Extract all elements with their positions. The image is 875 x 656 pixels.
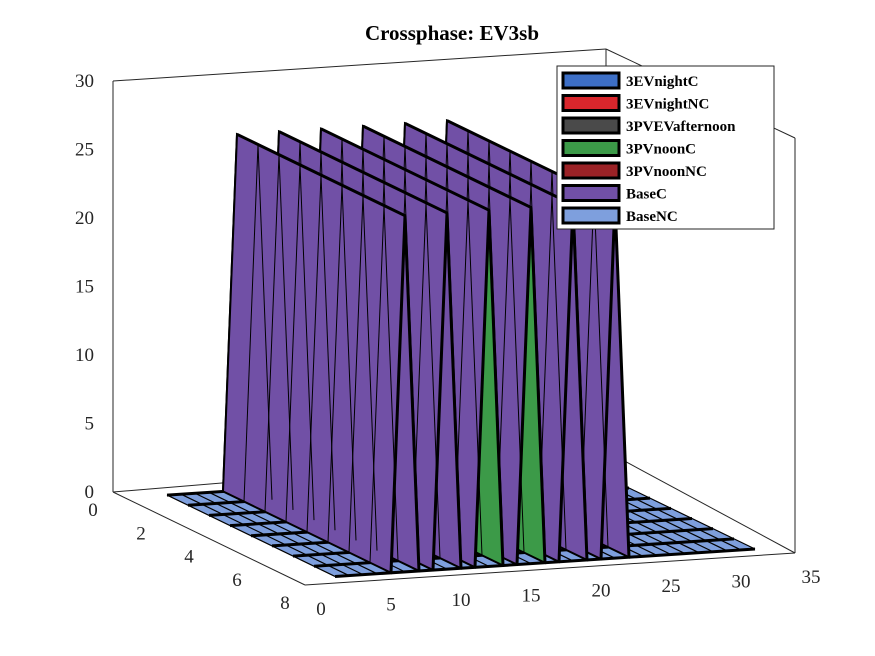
z-tick-label: 15: [75, 277, 94, 298]
x-tick-label: 35: [802, 567, 821, 588]
peak-front-edge: [571, 204, 589, 561]
floor-gridline: [180, 493, 350, 577]
legend: 3EVnightC 3EVnightNC 3PVEVafternoon 3PVnoon…: [556, 65, 775, 230]
chart-title: Crossphase: EV3sb: [365, 21, 539, 45]
legend-label: 3PVEVafternoon: [626, 119, 736, 135]
peak-mesh-line: [320, 174, 336, 531]
legend-label: 3EVnightC: [626, 74, 699, 90]
peak-front-edge: [529, 207, 547, 563]
x-tick-label: 15: [522, 585, 541, 606]
peak-ridge: [236, 132, 406, 218]
peak-ridge: [320, 127, 490, 212]
y-tick-label: 8: [280, 593, 290, 614]
peak-ridge: [362, 124, 532, 209]
y-tick-label: 6: [232, 570, 242, 591]
x-tick-label: 0: [316, 599, 326, 620]
legend-swatch: [561, 184, 621, 202]
z-tick-label: 30: [75, 71, 94, 92]
peak-mesh-line: [369, 205, 385, 563]
peak-mesh-line: [327, 185, 343, 543]
peak-mesh-line: [593, 191, 609, 548]
peak-front-edge: [487, 210, 505, 566]
peak-mesh-line: [299, 164, 315, 521]
x-tick-label: 25: [662, 576, 681, 597]
peak-front-edge: [403, 215, 421, 572]
peak-mesh-line: [264, 154, 280, 512]
peak-mesh-line: [257, 144, 273, 500]
x-tick-label: 20: [592, 581, 611, 602]
legend-label: 3PVnoonC: [626, 142, 696, 158]
peak-front-edge: [431, 212, 449, 571]
tick-labels: 0 5 10 15 20 25 30 0 5 10 15 20 25 30 35 0 2 4 6 8: [75, 71, 821, 620]
peak-ridge: [278, 130, 448, 215]
peak-front-edge: [515, 207, 533, 565]
z-tick-label: 25: [75, 140, 94, 161]
peak-ridge: [404, 121, 574, 207]
peak-mesh-line: [383, 205, 399, 561]
peak-mesh-line: [306, 174, 322, 533]
peak-mesh-line: [425, 202, 441, 559]
legend-swatch: [561, 71, 621, 90]
peak-mesh-line: [509, 197, 525, 553]
peak-mesh-line: [278, 154, 294, 510]
legend-label: BaseNC: [626, 209, 678, 225]
peak-front-edge: [445, 212, 463, 569]
legend-swatch: [561, 161, 621, 180]
peak-front-edge: [599, 201, 617, 560]
peak-mesh-line: [348, 195, 364, 553]
z-tick-label: 20: [75, 208, 94, 229]
legend-swatch: [561, 116, 621, 135]
peak-front-edge: [613, 201, 631, 558]
y-tick-label: 0: [88, 500, 98, 521]
peak-mesh-line: [551, 194, 567, 550]
floor-gridline: [208, 491, 378, 575]
x-tick-label: 10: [452, 590, 471, 611]
legend-label: 3PVnoonNC: [626, 164, 707, 180]
peak-mesh-line: [243, 144, 259, 502]
z-tick-label: 10: [75, 345, 94, 366]
peak-mesh-line: [362, 195, 378, 551]
peak-front-edge: [557, 204, 575, 562]
peak-front-edge: [473, 210, 491, 568]
peak-mesh-line: [285, 164, 301, 522]
peak-surfaces: [221, 118, 631, 575]
legend-swatch: [561, 94, 621, 112]
floor-gridline: [166, 494, 336, 577]
legend-label: BaseC: [626, 187, 667, 203]
y-tick-label: 2: [136, 523, 146, 544]
y-tick-label: 4: [184, 547, 194, 568]
z-tick-label: 5: [85, 414, 95, 435]
peak-mesh-line: [341, 185, 357, 541]
legend-swatch: [561, 206, 621, 225]
floor-gridline: [194, 492, 364, 576]
z-tick-label: 0: [85, 482, 95, 503]
peak-mesh-line: [467, 199, 483, 556]
x-tick-label: 30: [732, 572, 751, 593]
peak-front-edge: [389, 215, 407, 573]
x-tick-label: 5: [386, 594, 396, 615]
legend-swatch: [561, 139, 621, 157]
legend-label: 3EVnightNC: [626, 97, 709, 113]
